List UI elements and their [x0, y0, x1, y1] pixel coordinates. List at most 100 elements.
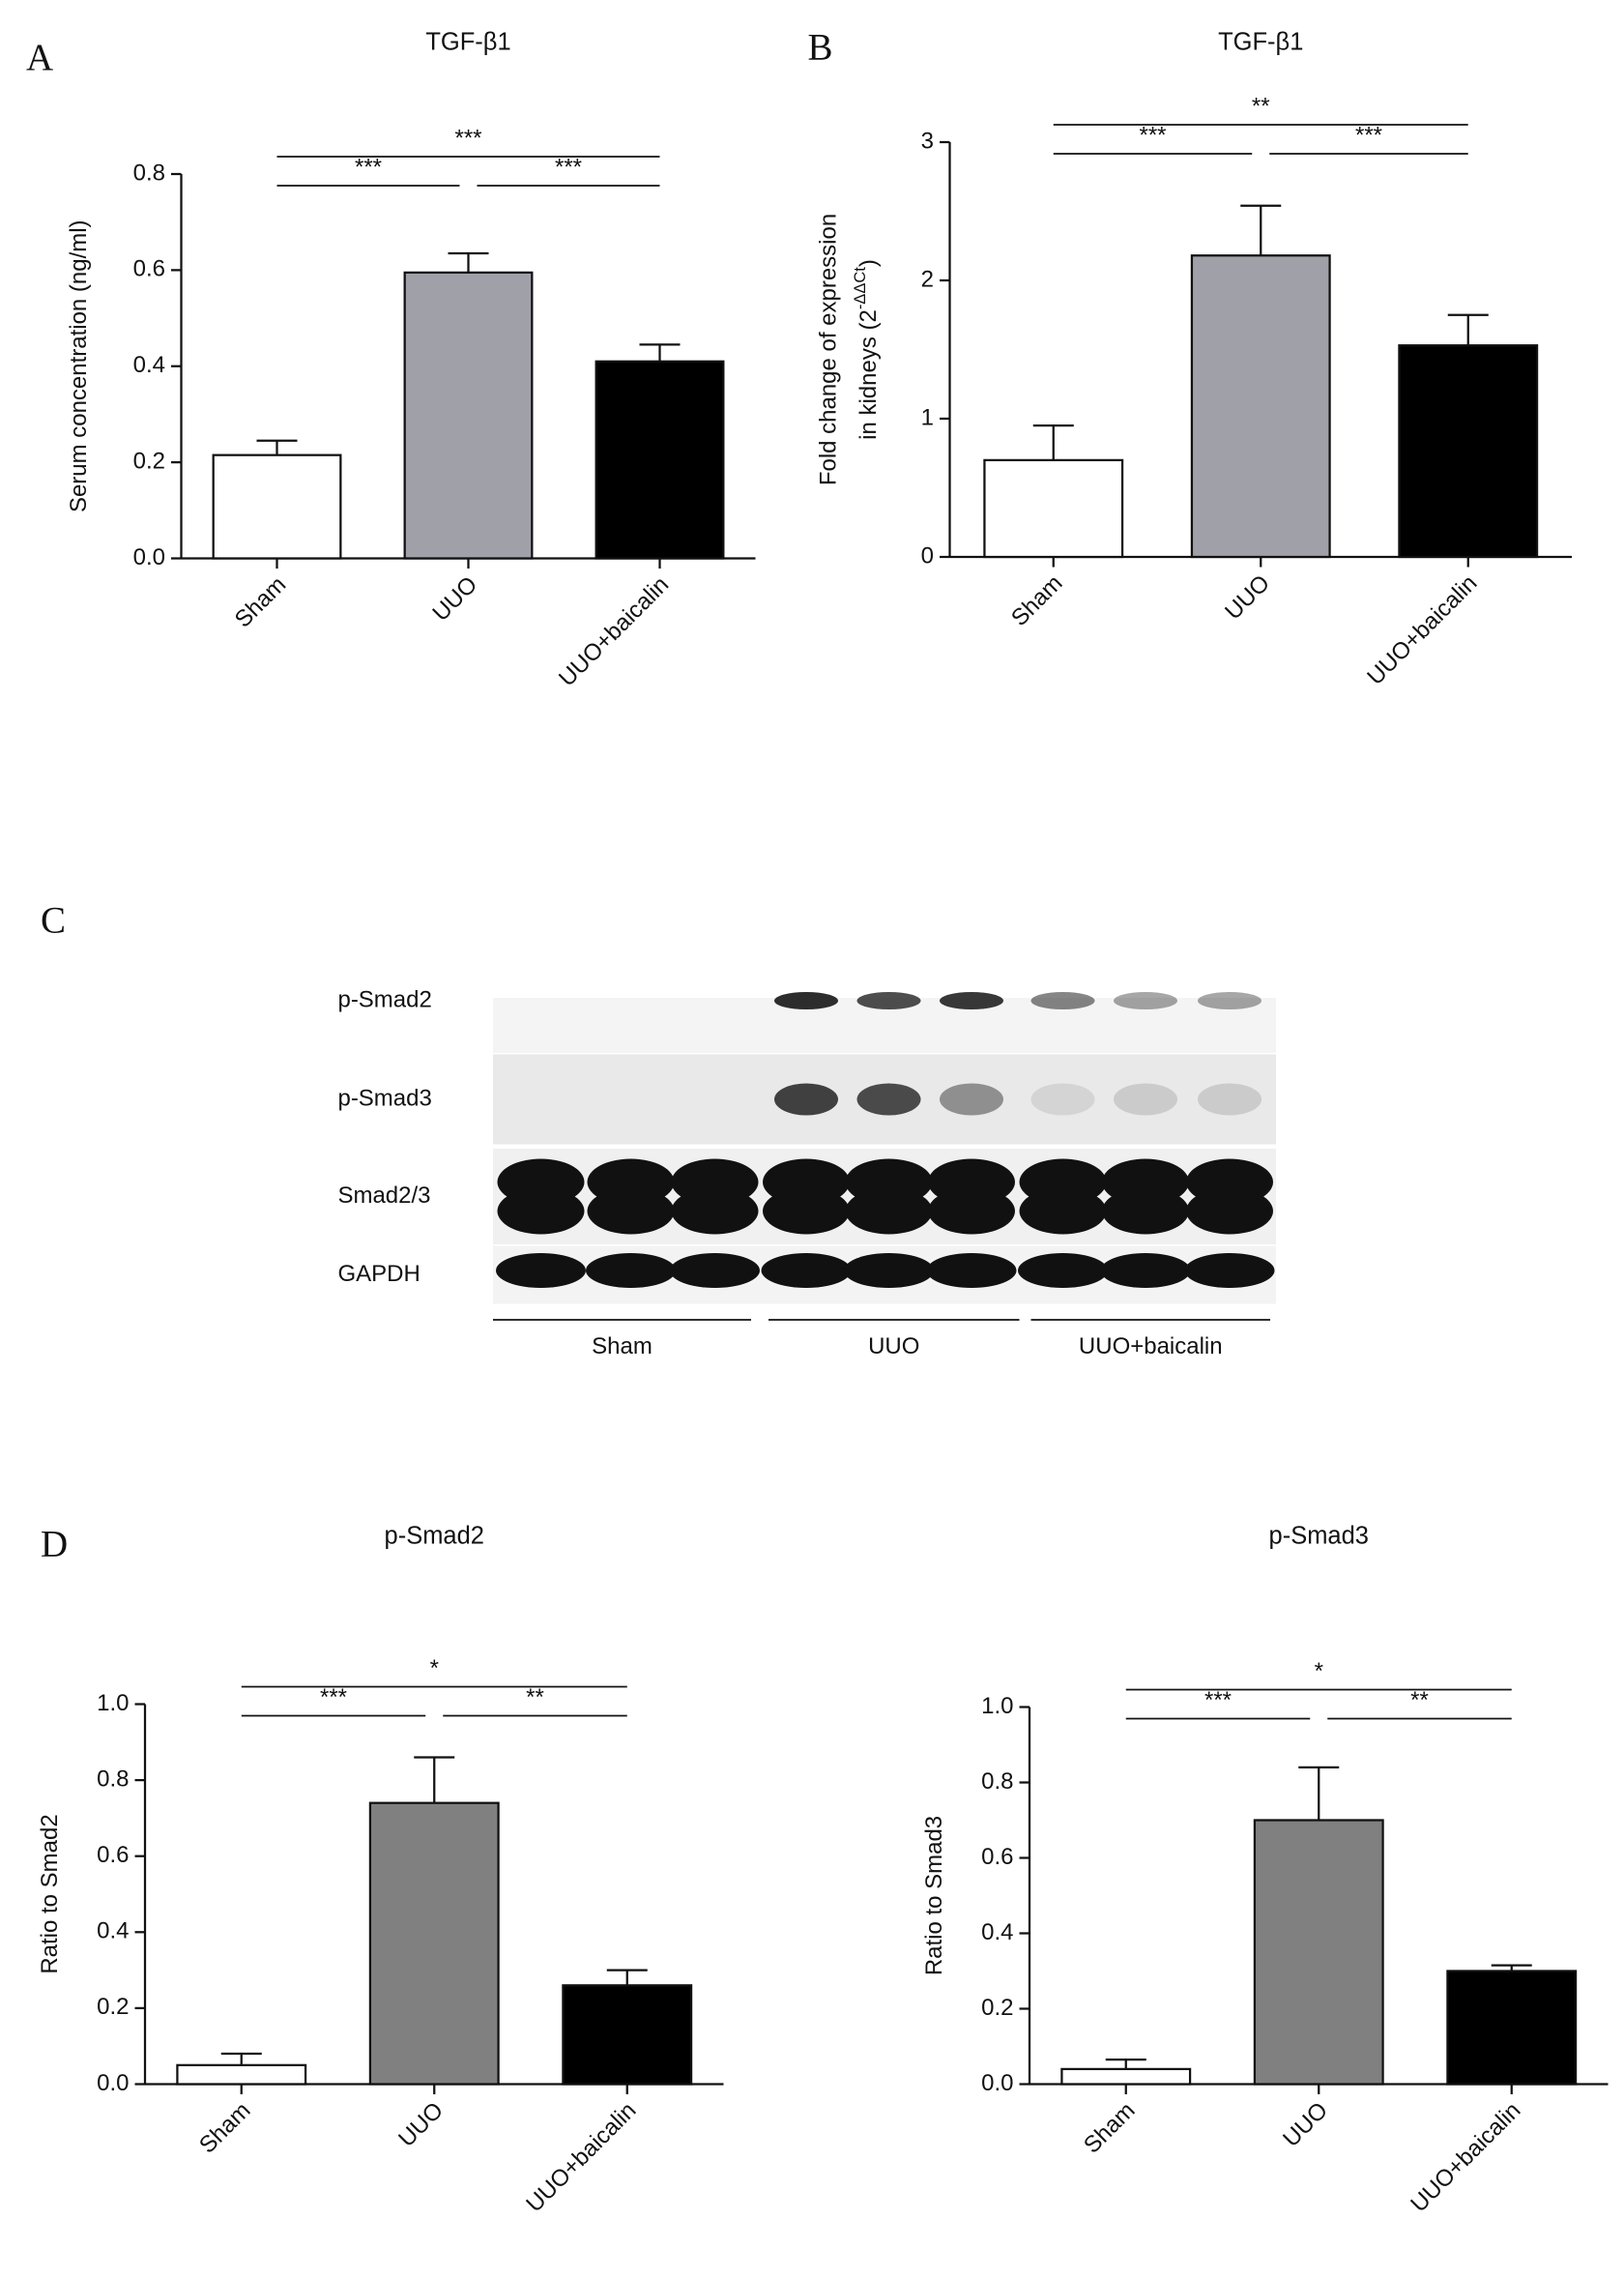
y-axis-label: Ratio to Smad3 [921, 1816, 947, 1975]
y-tick-label: 1.0 [97, 1690, 129, 1716]
blot-band [939, 991, 1003, 1009]
y-axis-label: Ratio to Smad2 [37, 1814, 63, 1973]
blot-band [1184, 1252, 1275, 1288]
y-tick-label: 0.4 [97, 1918, 129, 1944]
y-tick-label: 0.2 [981, 1995, 1013, 2021]
y-tick-label: 0 [921, 542, 934, 569]
blot-band [774, 991, 838, 1009]
y-axis-label: in kidneys (2-ΔΔCt) [852, 259, 882, 440]
y-tick-label: 0.0 [97, 2070, 129, 2096]
blot-row-label: GAPDH [338, 1261, 420, 1287]
panel-letter: A [26, 37, 53, 78]
y-tick-label: 0.8 [133, 160, 165, 186]
significance-label: *** [320, 1684, 347, 1710]
blot-band [1030, 1083, 1095, 1116]
blot-band [1197, 991, 1262, 1009]
panel-letter: D [41, 1523, 68, 1564]
blot-band [763, 1187, 850, 1235]
bar [1253, 1819, 1384, 2086]
bar [176, 2063, 307, 2086]
significance-label: ** [526, 1684, 544, 1710]
y-tick-label: 0.6 [981, 1844, 1013, 1870]
y-axis-label: Fold change of expression [815, 214, 841, 485]
group-label: UUO+baicalin [1079, 1333, 1223, 1359]
group-label: Sham [592, 1333, 652, 1359]
blot-row-label: Smad2/3 [338, 1183, 431, 1209]
blot-band [1019, 1187, 1107, 1235]
blot-band [843, 1252, 934, 1288]
blot-band [1100, 1252, 1191, 1288]
bar [594, 360, 725, 560]
blot-band [926, 1252, 1017, 1288]
y-axis-label-part: in kidneys (2 [856, 309, 882, 440]
blot-band [586, 1252, 677, 1288]
blot-band [1017, 1252, 1108, 1288]
significance-label: *** [1139, 122, 1166, 148]
significance-label: *** [555, 154, 582, 180]
group-label: UUO [868, 1333, 919, 1359]
bar [212, 453, 342, 560]
blot-row-label: p-Smad2 [338, 986, 432, 1012]
significance-label: ** [1410, 1687, 1429, 1713]
blot-band [1197, 1083, 1262, 1116]
y-tick-label: 1 [921, 404, 934, 430]
blot-band [761, 1252, 852, 1288]
y-tick-label: 0.6 [97, 1842, 129, 1868]
bar [983, 458, 1124, 559]
significance-label: *** [1204, 1687, 1232, 1713]
blot-row-label: p-Smad3 [338, 1085, 432, 1111]
blot-band [1113, 1083, 1177, 1116]
y-tick-label: 3 [921, 128, 934, 154]
y-tick-label: 0.0 [981, 2070, 1013, 2096]
blot-band [939, 1083, 1003, 1116]
bar [403, 271, 534, 560]
y-axis-label: Serum concentration (ng/ml) [66, 219, 92, 512]
significance-label: * [430, 1655, 439, 1681]
blot-band [496, 1252, 587, 1288]
y-axis-label-end: ) [856, 259, 882, 267]
chart-title: TGF-β1 [1218, 29, 1303, 56]
blot-band [927, 1187, 1015, 1235]
blot-band [671, 1187, 759, 1235]
bar [368, 1801, 500, 2086]
blot-band [587, 1187, 675, 1235]
blot-band [1101, 1187, 1189, 1235]
y-tick-label: 0.6 [133, 256, 165, 282]
significance-label: *** [355, 154, 382, 180]
panel-letter: B [808, 26, 833, 68]
y-axis-label-sup: -ΔΔCt [852, 267, 869, 309]
blot-band [1113, 991, 1177, 1009]
bar [1060, 2067, 1192, 2086]
blot-band [670, 1252, 761, 1288]
chart-title: TGF-β1 [425, 29, 510, 56]
panel-letter: C [41, 899, 66, 941]
bar [1398, 344, 1539, 559]
blot-band [1185, 1187, 1273, 1235]
bar [1446, 1970, 1578, 2086]
y-tick-label: 0.2 [133, 448, 165, 474]
y-tick-label: 0.4 [981, 1919, 1013, 1945]
blot-band [856, 991, 921, 1009]
significance-label: *** [454, 125, 481, 151]
chart-title: p-Smad2 [385, 1523, 484, 1550]
y-tick-label: 0.2 [97, 1994, 129, 2020]
significance-label: *** [1355, 122, 1382, 148]
y-tick-label: 0.8 [97, 1766, 129, 1792]
blot-band [1030, 991, 1095, 1009]
y-tick-label: 0.8 [981, 1768, 1013, 1795]
y-tick-label: 1.0 [981, 1693, 1013, 1719]
y-tick-label: 0.0 [133, 544, 165, 570]
blot-band [774, 1083, 838, 1116]
bar [562, 1984, 693, 2086]
significance-label: * [1315, 1658, 1323, 1684]
blot-band [845, 1187, 933, 1235]
western-blot: p-Smad2 p-Smad3 Smad2/3 GAPDH Sham UUO UUO+bai… [338, 986, 1276, 1359]
significance-label: ** [1252, 93, 1270, 119]
bar [1190, 254, 1331, 559]
y-tick-label: 0.4 [133, 352, 165, 378]
blot-band [497, 1187, 585, 1235]
blot-band [856, 1083, 921, 1116]
chart-title: p-Smad3 [1269, 1523, 1369, 1550]
y-tick-label: 2 [921, 266, 934, 292]
